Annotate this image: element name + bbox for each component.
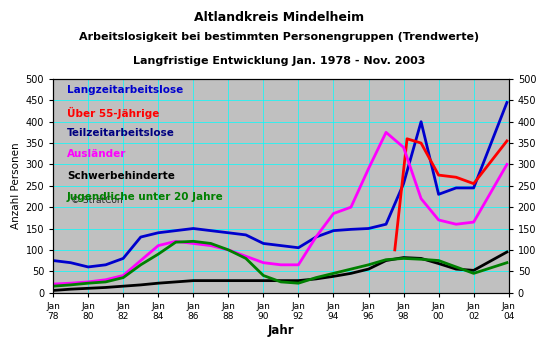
Text: Über 55-Jährige: Über 55-Jährige [67,107,159,119]
Text: Langfristige Entwicklung Jan. 1978 - Nov. 2003: Langfristige Entwicklung Jan. 1978 - Nov… [133,56,426,66]
Y-axis label: Anzahl Personen: Anzahl Personen [11,143,21,229]
Text: Schwerbehinderte: Schwerbehinderte [67,171,174,181]
Text: Teilzeitarbeitslose: Teilzeitarbeitslose [67,128,174,138]
Text: Arbeitslosigkeit bei bestimmten Personengruppen (Trendwerte): Arbeitslosigkeit bei bestimmten Personen… [79,32,480,42]
Text: Ausländer: Ausländer [67,149,126,159]
X-axis label: Jahr: Jahr [268,324,294,337]
Text: Jugendliche unter 20 Jahre: Jugendliche unter 20 Jahre [67,192,224,202]
Text: Altlandkreis Mindelheim: Altlandkreis Mindelheim [195,11,364,24]
Text: © StratCon: © StratCon [72,196,123,205]
Text: Langzeitarbeitslose: Langzeitarbeitslose [67,85,183,95]
